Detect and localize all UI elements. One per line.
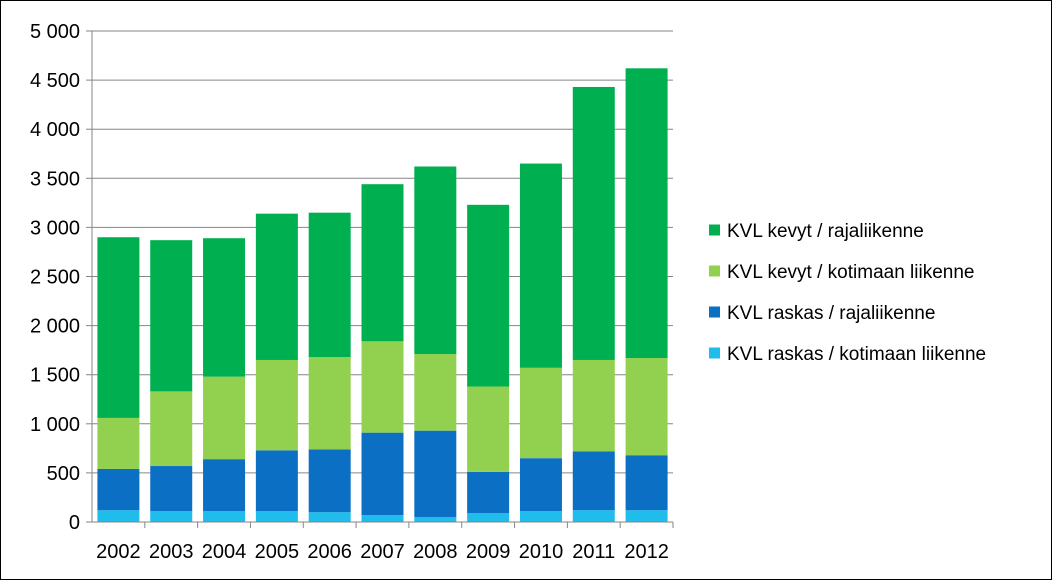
x-tick-label: 2011: [572, 541, 615, 563]
bar-segment: [414, 166, 457, 355]
bar-segment: [97, 468, 140, 511]
bar-segment: [414, 517, 457, 522]
x-tick-label: 2012: [624, 541, 669, 563]
y-tick-label: 5 000: [30, 21, 80, 43]
bar-segment: [308, 212, 351, 358]
bar-segment: [150, 511, 193, 522]
bar-segment: [361, 184, 404, 342]
bar-segment: [625, 455, 668, 511]
bar-segment: [519, 367, 562, 459]
y-tick-label: 4 500: [30, 70, 80, 92]
y-tick-label: 1 500: [30, 365, 80, 387]
bar-segment: [203, 238, 246, 377]
axes: [86, 30, 674, 528]
bar-segment: [97, 237, 140, 418]
x-tick-label: 2002: [96, 541, 141, 563]
bar-segment: [414, 430, 457, 518]
bar-segment: [150, 391, 193, 467]
bars: [97, 68, 668, 522]
y-tick-labels: 0 500 1 000 1 500 2 000 2 500 3 000 3 500 4 000 4…: [30, 21, 80, 534]
bar-segment: [255, 511, 298, 522]
y-tick-label: 0: [69, 512, 80, 534]
x-tick-label: 2007: [360, 541, 405, 563]
x-tick-label: 2004: [202, 541, 247, 563]
bar-segment: [519, 163, 562, 368]
x-tick-label: 2009: [466, 541, 511, 563]
y-tick-label: 2 500: [30, 267, 80, 289]
x-tick-label: 2008: [413, 541, 458, 563]
legend-swatch: [709, 347, 720, 359]
bar-segment: [361, 341, 404, 433]
y-tick-label: 500: [47, 463, 80, 485]
y-tick-label: 2 000: [30, 316, 80, 338]
bar-segment: [625, 68, 668, 359]
bar-segment: [625, 510, 668, 522]
y-tick-label: 4 000: [30, 119, 80, 141]
x-tick-label: 2003: [149, 541, 194, 563]
y-tick-label: 3 000: [30, 217, 80, 239]
bar-segment: [255, 359, 298, 451]
bar-segment: [255, 213, 298, 360]
bar-segment: [150, 240, 193, 392]
bar-segment: [361, 432, 404, 516]
bar-segment: [203, 376, 246, 460]
y-tick-label: 3 500: [30, 168, 80, 190]
bar-segment: [467, 386, 510, 472]
bar-segment: [414, 354, 457, 431]
bar-segment: [308, 449, 351, 513]
bar-segment: [97, 510, 140, 522]
legend-label: KVL kevyt / rajaliikenne: [727, 221, 924, 242]
bar-segment: [203, 511, 246, 522]
legend-label: KVL raskas / rajaliikenne: [727, 303, 935, 324]
bar-segment: [467, 204, 510, 387]
x-tick-label: 2005: [255, 541, 300, 563]
x-tick-labels: 2002 2003 2004 2005 2006 2007 2008 2009 2010 2011…: [96, 541, 669, 563]
bar-segment: [467, 471, 510, 514]
x-tick-label: 2006: [307, 541, 352, 563]
bar-segment: [572, 359, 615, 452]
bar-segment: [519, 511, 562, 522]
bar-segment: [255, 450, 298, 512]
bar-segment: [361, 515, 404, 522]
bar-segment: [203, 459, 246, 512]
y-tick-label: 1 000: [30, 414, 80, 436]
bar-segment: [572, 510, 615, 522]
bar-segment: [308, 357, 351, 450]
bar-segment: [519, 458, 562, 512]
bar-segment: [97, 417, 140, 469]
legend-label: KVL raskas / kotimaan liikenne: [727, 344, 986, 365]
bar-segment: [467, 513, 510, 522]
bar-segment: [572, 86, 615, 360]
legend-swatch: [709, 265, 720, 277]
bar-segment: [572, 451, 615, 511]
legend: KVL kevyt / rajaliikenne KVL kevyt / koti…: [709, 221, 986, 365]
legend-swatch: [709, 224, 720, 236]
legend-label: KVL kevyt / kotimaan liikenne: [727, 262, 974, 283]
x-tick-label: 2010: [519, 541, 564, 563]
bar-segment: [625, 358, 668, 456]
bar-segment: [150, 466, 193, 512]
legend-swatch: [709, 306, 720, 318]
bar-segment: [308, 512, 351, 522]
